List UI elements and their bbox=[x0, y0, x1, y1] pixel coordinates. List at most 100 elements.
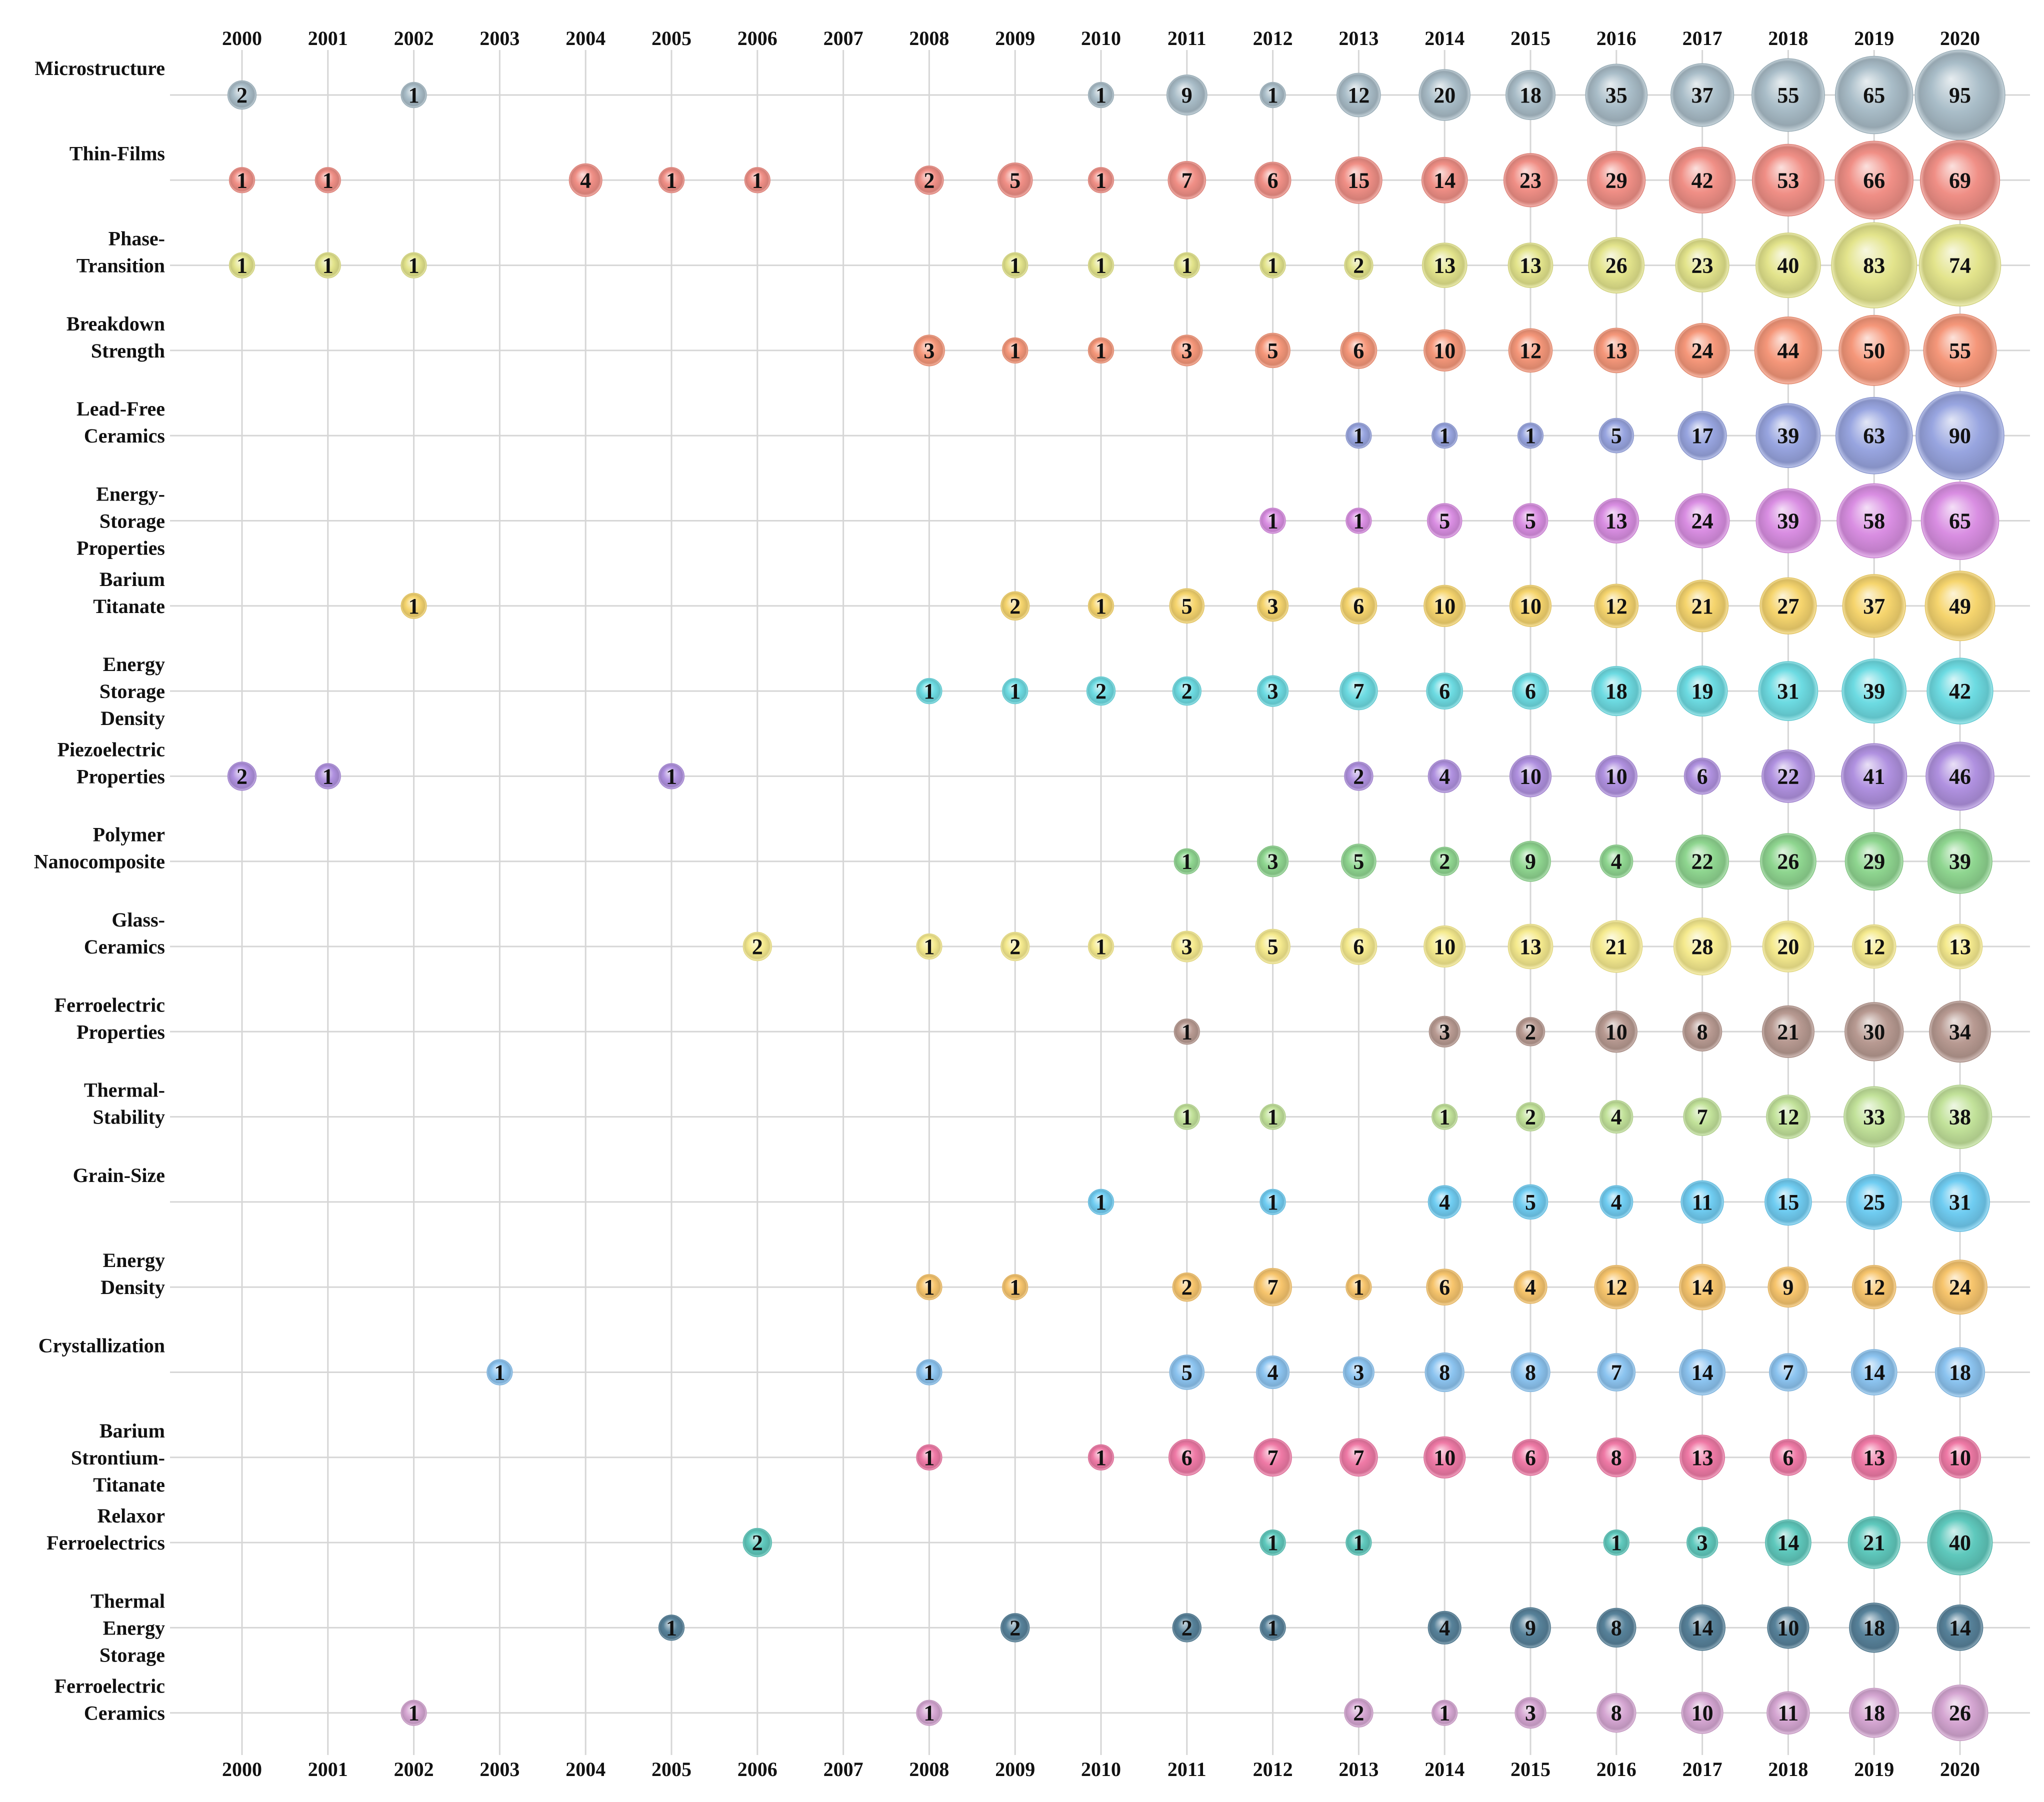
bubble-mark bbox=[1508, 242, 1554, 288]
row-label-line: Ceramics bbox=[84, 1702, 165, 1724]
bubble: 3 bbox=[1257, 590, 1289, 622]
bubble: 4 bbox=[1428, 759, 1462, 793]
bubble-mark bbox=[1257, 846, 1289, 878]
bubble-mark bbox=[1257, 590, 1289, 622]
bubble-value-label: 9 bbox=[1182, 83, 1192, 108]
bubble-value-label: 18 bbox=[1863, 1701, 1885, 1726]
bubble-value-label: 29 bbox=[1606, 168, 1628, 192]
bubble-mark bbox=[1512, 503, 1548, 538]
year-tick-label-bottom: 2012 bbox=[1253, 1758, 1293, 1780]
bubble: 3 bbox=[1514, 1697, 1546, 1729]
bubble: 1 bbox=[1432, 1104, 1458, 1130]
bubble-value-label: 1 bbox=[1096, 254, 1106, 278]
bubble-value-label: 1 bbox=[1268, 254, 1278, 278]
bubble: 1 bbox=[314, 167, 341, 194]
bubble-mark bbox=[1517, 422, 1544, 449]
bubble-mark bbox=[1848, 1516, 1900, 1569]
bubble: 15 bbox=[1335, 156, 1382, 204]
bubble: 14 bbox=[1679, 1264, 1726, 1310]
bubble: 28 bbox=[1673, 918, 1732, 976]
bubble-mark bbox=[916, 1274, 942, 1300]
bubble-value-label: 3 bbox=[1182, 338, 1192, 363]
bubble-value-label: 4 bbox=[1525, 1275, 1536, 1300]
bubble-value-label: 41 bbox=[1863, 764, 1885, 788]
bubble-value-label: 7 bbox=[1268, 1446, 1278, 1470]
bubble-value-label: 1 bbox=[1096, 83, 1106, 108]
bubble-mark bbox=[1760, 833, 1816, 890]
bubble-mark bbox=[486, 1359, 513, 1386]
bubble-value-label: 10 bbox=[1434, 1446, 1456, 1470]
bubble-mark bbox=[1751, 58, 1825, 132]
bubble-mark bbox=[1835, 396, 1913, 474]
bubble-value-label: 5 bbox=[1353, 850, 1364, 874]
bubble-mark bbox=[1344, 762, 1374, 791]
year-tick-label-bottom: 2015 bbox=[1510, 1758, 1550, 1780]
row-label: Thin-Films bbox=[70, 142, 165, 164]
bubble-mark bbox=[1512, 1184, 1548, 1220]
bubble: 22 bbox=[1762, 750, 1815, 803]
row-label-line: Barium bbox=[100, 568, 165, 590]
bubble-value-label: 2 bbox=[1182, 1616, 1192, 1640]
bubble-mark bbox=[913, 334, 945, 366]
bubble: 2 bbox=[1086, 676, 1116, 706]
bubble-value-label: 10 bbox=[1520, 764, 1542, 788]
bubble-value-label: 1 bbox=[1010, 679, 1020, 704]
bubble: 8 bbox=[1510, 1352, 1550, 1392]
bubble-value-label: 23 bbox=[1692, 254, 1714, 278]
bubble-mark bbox=[1676, 666, 1728, 717]
bubble-value-label: 8 bbox=[1611, 1701, 1622, 1726]
bubble-value-label: 3 bbox=[1268, 679, 1278, 704]
bubble-value-label: 6 bbox=[1353, 934, 1364, 959]
bubble: 6 bbox=[1426, 1268, 1464, 1306]
bubble-mark bbox=[1424, 584, 1466, 627]
bubble: 44 bbox=[1754, 316, 1822, 384]
bubble-value-label: 1 bbox=[1010, 1275, 1020, 1300]
bubble: 1 bbox=[400, 592, 427, 619]
bubble-mark bbox=[1675, 238, 1730, 292]
bubble-value-label: 1 bbox=[1353, 424, 1364, 448]
bubble: 31 bbox=[1758, 661, 1818, 721]
bubble-mark bbox=[1762, 750, 1815, 803]
bubble-mark bbox=[400, 1700, 427, 1726]
row-label-line: Ceramics bbox=[84, 936, 165, 958]
bubble-value-label: 2 bbox=[1182, 1275, 1192, 1300]
year-tick-label-top: 2004 bbox=[566, 27, 606, 50]
bubble-value-label: 20 bbox=[1777, 934, 1799, 959]
bubble: 31 bbox=[1930, 1172, 1990, 1232]
bubble-value-label: 1 bbox=[924, 1360, 934, 1385]
bubble-mark bbox=[1088, 337, 1114, 364]
bubble: 18 bbox=[1934, 1347, 1986, 1398]
year-tick-label-top: 2018 bbox=[1768, 27, 1808, 50]
bubble-mark bbox=[1256, 1355, 1290, 1390]
year-tick-label-bottom: 2009 bbox=[995, 1758, 1035, 1780]
bubble-value-label: 14 bbox=[1692, 1360, 1714, 1385]
bubble-mark bbox=[1088, 167, 1114, 194]
bubble-mark bbox=[1756, 488, 1821, 554]
bubble-mark bbox=[400, 82, 427, 108]
year-tick-label-bottom: 2007 bbox=[824, 1758, 864, 1780]
bubble-mark bbox=[1930, 1172, 1990, 1232]
bubble: 3 bbox=[1686, 1526, 1718, 1558]
bubble-value-label: 1 bbox=[752, 168, 763, 192]
row-label-line: Strontium- bbox=[71, 1446, 165, 1469]
bubble-mark bbox=[1260, 1188, 1286, 1216]
bubble: 10 bbox=[1424, 329, 1466, 372]
bubble: 10 bbox=[1938, 1436, 1982, 1478]
bubble: 40 bbox=[1755, 232, 1821, 298]
bubble: 17 bbox=[1678, 410, 1727, 460]
bubble-mark bbox=[228, 252, 256, 278]
bubble-mark bbox=[1346, 1529, 1372, 1556]
bubble-value-label: 11 bbox=[1778, 1701, 1799, 1726]
bubble-mark bbox=[1676, 834, 1729, 888]
bubble-value-label: 13 bbox=[1606, 338, 1628, 363]
bubble-mark bbox=[1344, 1698, 1374, 1728]
bubble: 25 bbox=[1846, 1174, 1902, 1230]
row-label: Lead-Free Ceramics bbox=[76, 398, 165, 447]
bubble-mark bbox=[1765, 1519, 1812, 1566]
bubble: 37 bbox=[1842, 574, 1906, 638]
year-tick-label-top: 2013 bbox=[1338, 27, 1378, 50]
bubble-value-label: 21 bbox=[1777, 1020, 1799, 1044]
bubble-mark bbox=[1002, 337, 1028, 364]
bubble-mark bbox=[1340, 587, 1378, 624]
bubble: 4 bbox=[1428, 1185, 1462, 1219]
